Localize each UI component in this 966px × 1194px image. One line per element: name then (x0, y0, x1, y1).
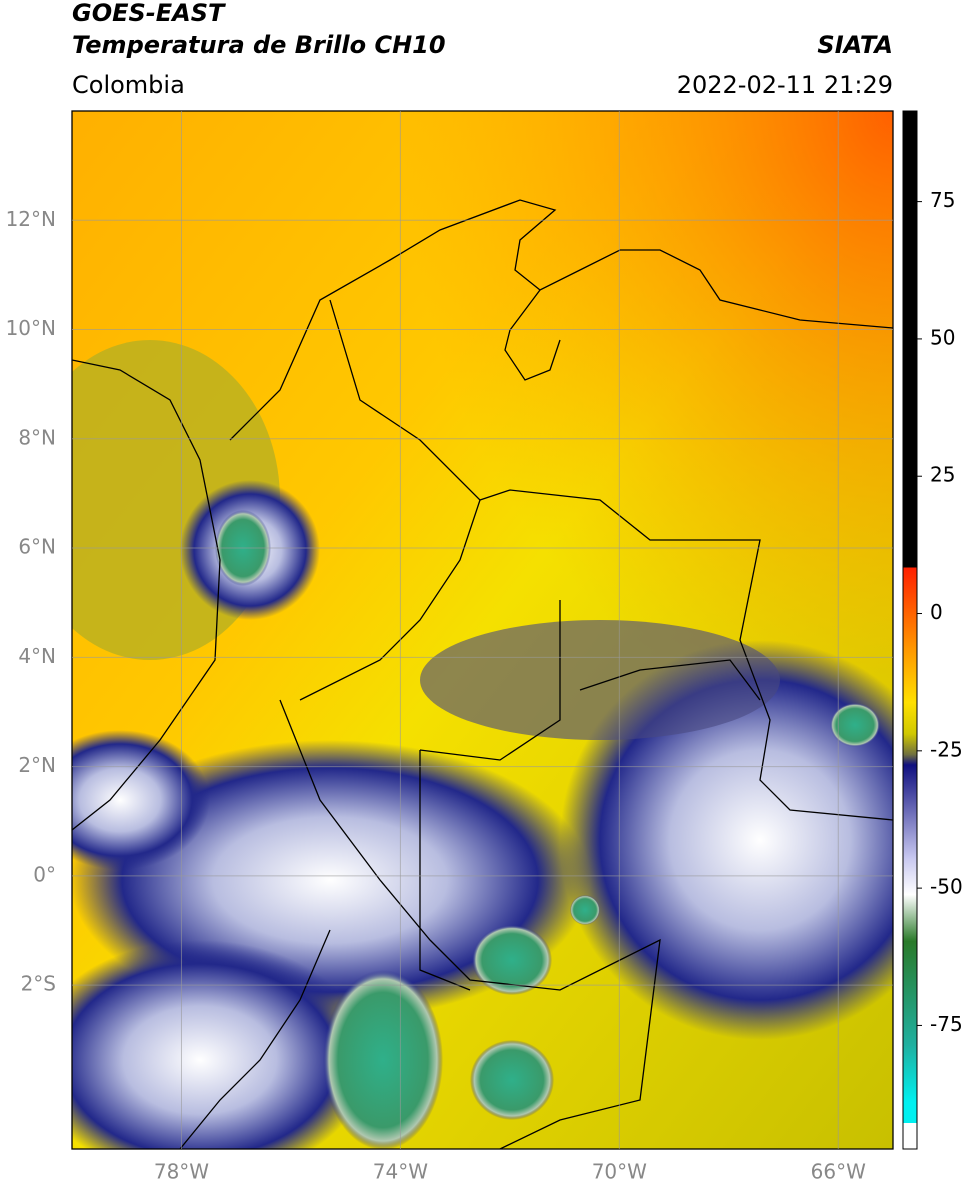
subtitle: Temperatura de Brillo CH10 (72, 31, 446, 59)
x-tick-label: 70°W (592, 1160, 647, 1184)
colorbar-tick-label: 50 (930, 325, 955, 349)
y-tick-label: 0° (33, 862, 56, 886)
y-tick-label: 2°N (18, 753, 56, 777)
colorbar-tick-label: 0 (930, 600, 943, 624)
datetime: 2022-02-11 21:29 (677, 71, 893, 99)
y-tick-label: 6°N (18, 535, 56, 559)
satellite-image (72, 111, 893, 1149)
x-tick-label: 74°W (373, 1160, 428, 1184)
colorbar-tick-label: -50 (930, 875, 963, 899)
region: Colombia (72, 71, 185, 99)
colorbar-tick-label: -75 (930, 1012, 963, 1036)
y-tick-label: 2°S (21, 972, 56, 996)
y-tick-label: 12°N (6, 207, 56, 231)
colorbar (902, 110, 918, 1150)
y-tick-label: 8°N (18, 425, 56, 449)
colorbar-tick-label: 25 (930, 463, 955, 487)
map-frame (71, 110, 894, 1150)
y-tick-label: 4°N (18, 644, 56, 668)
x-tick-label: 78°W (154, 1160, 209, 1184)
x-tick-label: 66°W (811, 1160, 866, 1184)
colorbar-tick-label: 75 (930, 188, 955, 212)
colorbar-tick-label: -25 (930, 737, 963, 761)
source: SIATA (817, 31, 893, 59)
y-tick-label: 10°N (6, 316, 56, 340)
title: GOES-EAST (72, 0, 226, 27)
